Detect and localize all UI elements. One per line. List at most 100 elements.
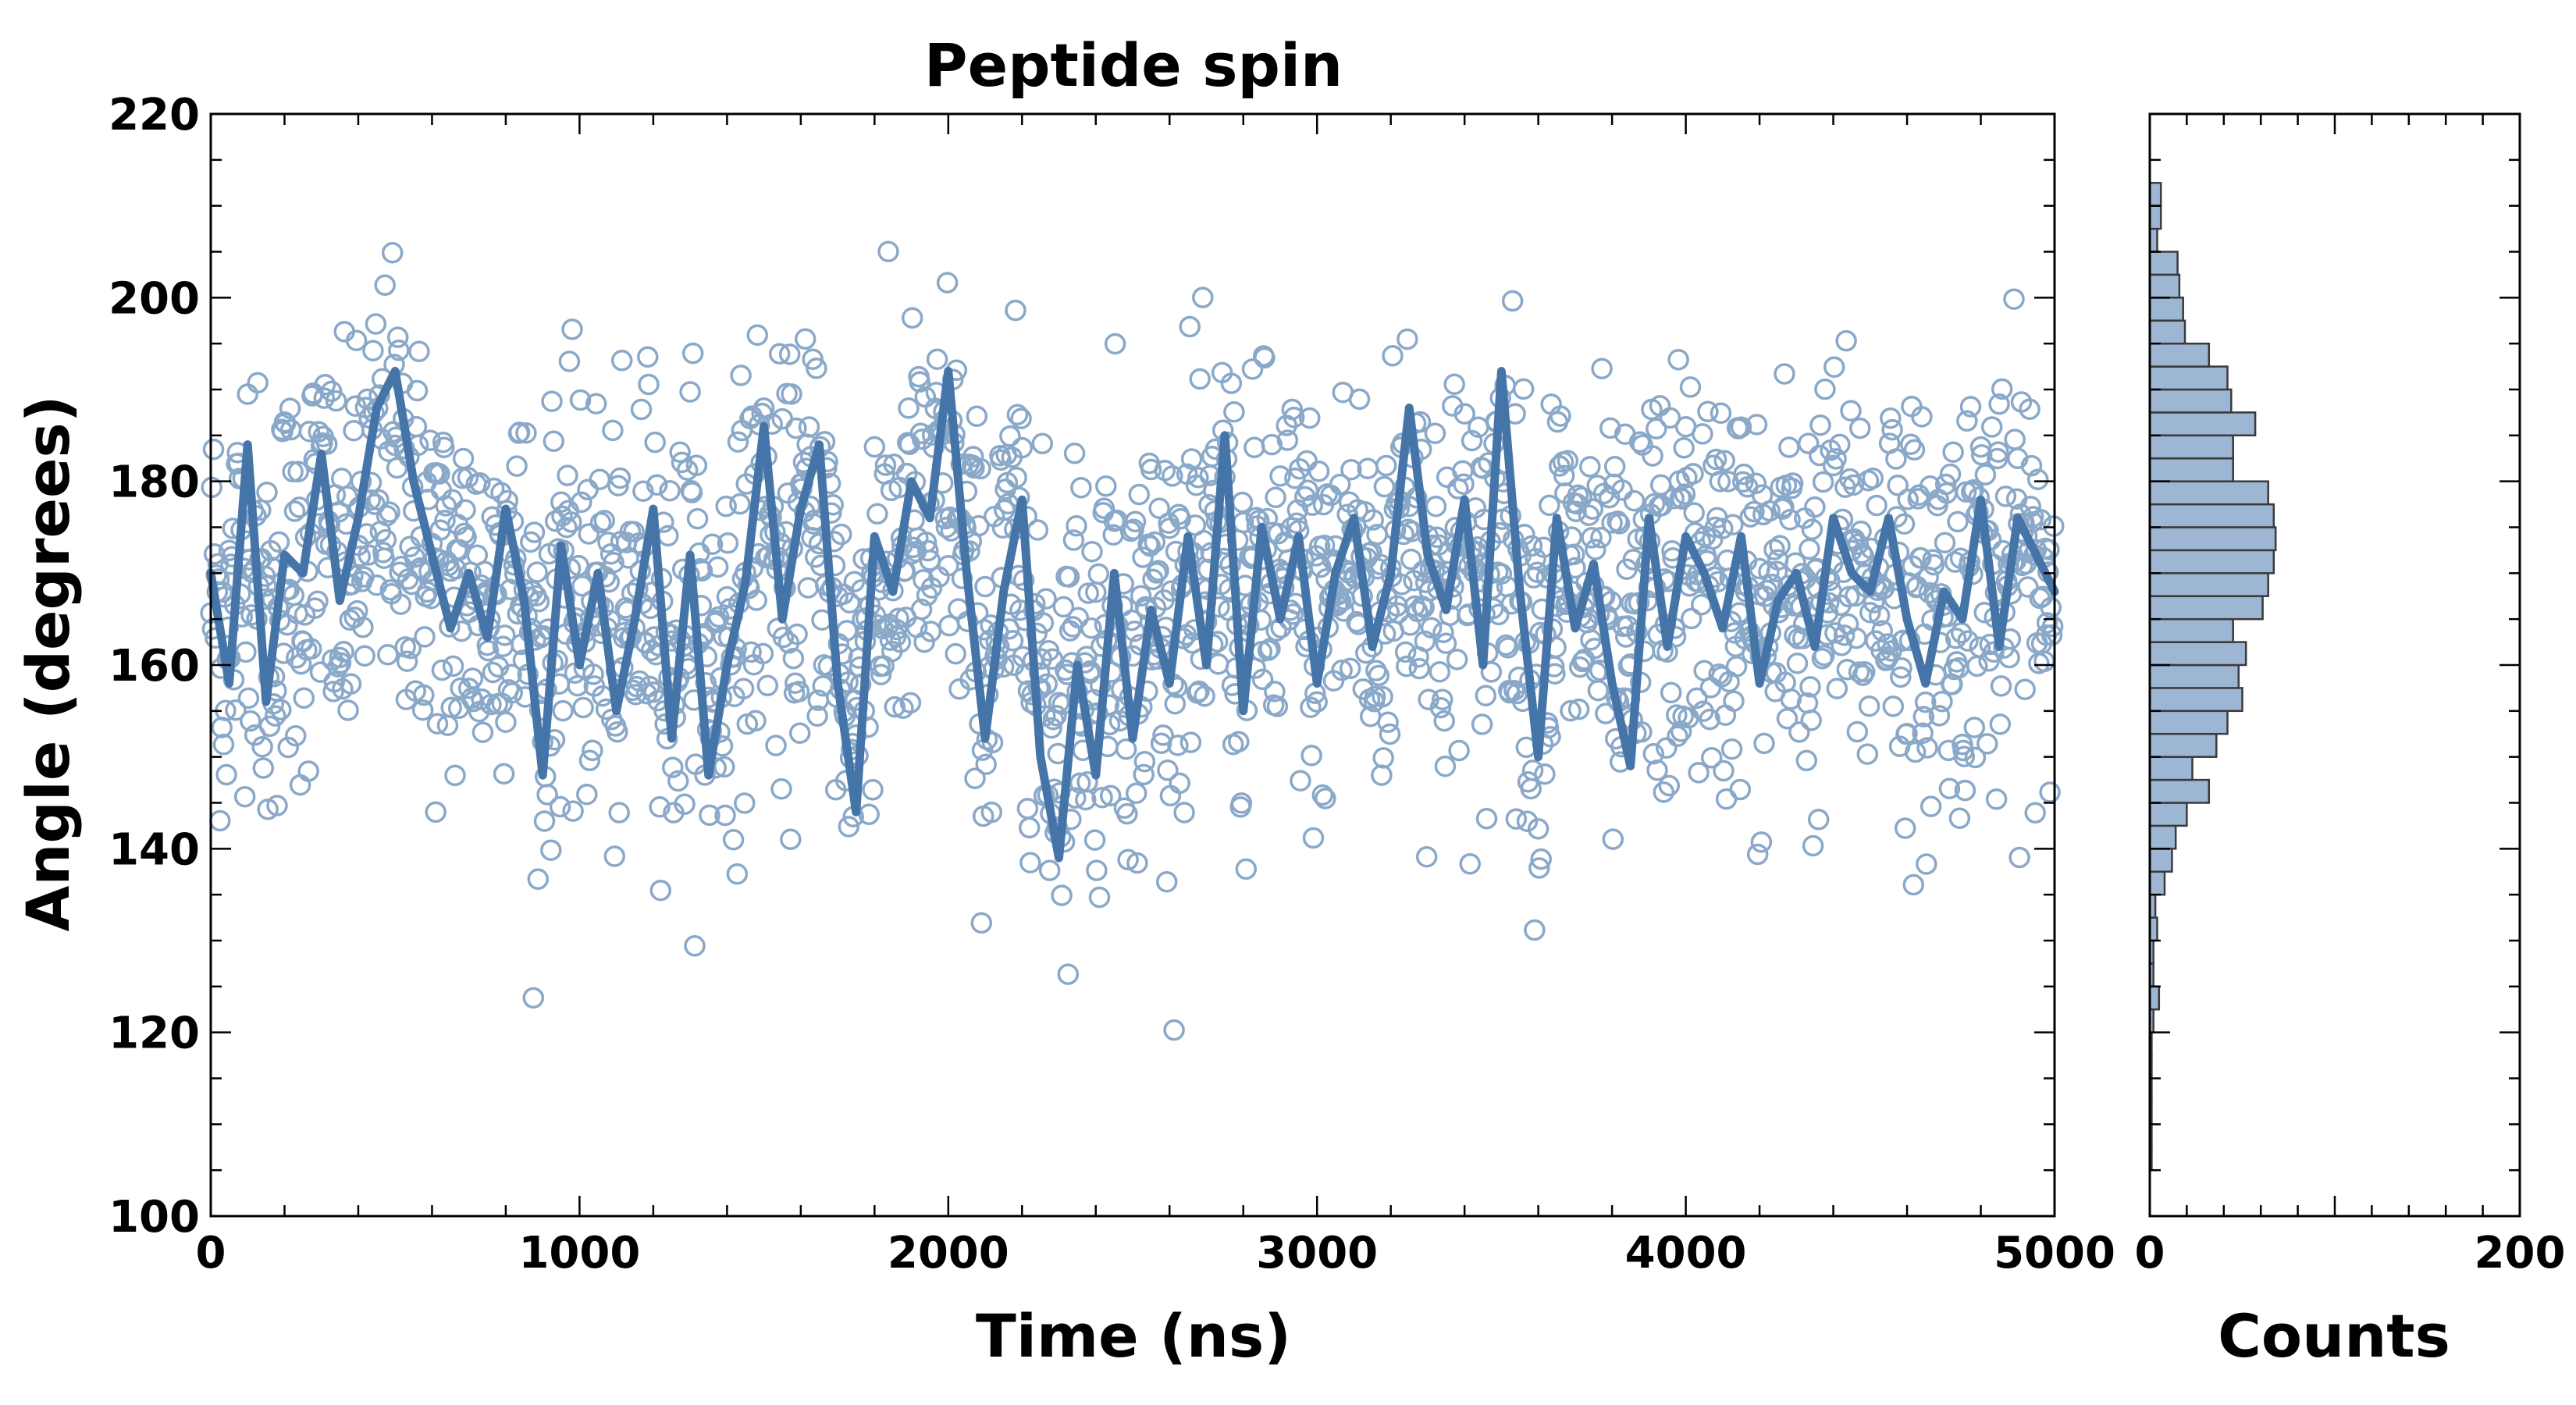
scatter-point — [589, 468, 611, 490]
scatter-point — [1713, 759, 1735, 782]
histogram-bar — [2148, 617, 2234, 643]
scatter-point — [1939, 463, 1962, 486]
scatter-point — [1715, 788, 1738, 810]
scatter-point — [300, 638, 322, 660]
x-tick-label: 4000 — [1625, 1228, 1747, 1279]
scatter-point — [1825, 448, 1847, 470]
scatter-point — [1987, 441, 2009, 463]
scatter-point — [471, 721, 494, 743]
scatter-point — [1261, 433, 1283, 456]
scatter-point — [358, 544, 379, 566]
scatter-point — [582, 663, 604, 685]
scatter-point — [1382, 345, 1404, 367]
scatter-point — [461, 667, 484, 689]
scatter-point — [1653, 781, 1675, 803]
scatter-point — [354, 645, 375, 667]
histogram-bar — [2148, 388, 2233, 414]
scatter-point — [558, 350, 581, 372]
scatter-point — [1311, 784, 1334, 806]
scatter-point — [325, 389, 347, 412]
scatter-point — [1615, 626, 1637, 648]
scatter-point — [569, 389, 592, 411]
scatter-point — [540, 839, 562, 861]
scatter-point — [557, 464, 578, 486]
scatter-point — [1651, 494, 1673, 517]
scatter-point — [701, 533, 724, 556]
scatter-point — [282, 461, 304, 483]
scatter-point — [522, 987, 545, 1009]
scatter-point — [1730, 416, 1752, 438]
scatter-point — [1954, 779, 1976, 802]
scatter-point — [429, 463, 450, 485]
scatter-point — [352, 616, 374, 638]
scatter-point — [1164, 692, 1187, 715]
scatter-point — [1682, 463, 1704, 485]
histogram-x-tick-label: 0 — [2135, 1228, 2165, 1279]
scatter-point — [685, 454, 708, 476]
scatter-point — [1016, 798, 1039, 820]
scatter-point — [290, 653, 312, 675]
scatter-point — [1896, 723, 1918, 745]
scatter-point — [1087, 563, 1110, 585]
scatter-point — [968, 514, 990, 537]
scatter-point — [898, 397, 920, 419]
scatter-point — [1890, 666, 1912, 688]
scatter-point — [1104, 333, 1126, 355]
scatter-point — [715, 495, 737, 518]
scatter-point — [1083, 829, 1106, 851]
scatter-point — [1849, 417, 1871, 439]
scatter-point — [1656, 737, 1678, 759]
scatter-point — [274, 412, 297, 434]
scatter-point — [1683, 502, 1705, 524]
scatter-point — [2017, 576, 2039, 598]
scatter-point — [1914, 691, 1937, 713]
scatter-point — [974, 575, 996, 598]
scatter-point — [1124, 510, 1147, 533]
scatter-point — [1571, 486, 1592, 509]
scatter-point — [1911, 406, 1933, 428]
scatter-point — [1880, 407, 1902, 429]
scatter-point — [717, 532, 739, 554]
scatter-point — [1396, 655, 1418, 678]
scatter-point — [1799, 538, 1820, 560]
scatter-point — [1916, 853, 1937, 875]
scatter-point — [1642, 445, 1663, 467]
scatter-point — [603, 551, 624, 574]
scatter-point — [831, 523, 852, 546]
scatter-point — [745, 710, 767, 732]
scatter-point — [279, 397, 301, 419]
scatter-point — [237, 687, 260, 710]
scatter-point — [1904, 741, 1927, 763]
scatter-point — [610, 350, 633, 372]
scatter-point — [1846, 720, 1869, 743]
scatter-point — [442, 655, 464, 678]
scatter-point — [1845, 627, 1867, 649]
histogram-bar — [2148, 710, 2229, 735]
scatter-point — [1761, 574, 1784, 596]
scatter-point — [1528, 857, 1550, 879]
scatter-point — [1725, 656, 1748, 678]
scatter-point — [1582, 498, 1604, 520]
scatter-point — [1475, 685, 1497, 706]
scatter-point — [1774, 363, 1795, 385]
scatter-point — [1804, 496, 1826, 518]
scatter-point — [576, 783, 598, 806]
scatter-point — [1235, 858, 1258, 880]
scatter-point — [408, 340, 430, 363]
scatter-point — [1602, 828, 1624, 850]
scatter-point — [284, 724, 307, 747]
scatter-point — [2026, 468, 2049, 491]
scatter-point — [337, 699, 359, 721]
scatter-point — [1076, 646, 1098, 667]
scatter-point — [379, 501, 400, 523]
scatter-point — [1230, 792, 1253, 814]
scatter-point — [560, 511, 582, 533]
scatter-point — [1853, 661, 1876, 683]
histogram-bar — [2148, 365, 2229, 391]
scatter-point — [2004, 429, 2026, 450]
scatter-point — [1724, 622, 1745, 644]
scatter-point — [806, 705, 828, 727]
scatter-point — [1912, 722, 1934, 745]
scatter-point — [877, 240, 899, 263]
scatter-point — [1144, 531, 1166, 553]
